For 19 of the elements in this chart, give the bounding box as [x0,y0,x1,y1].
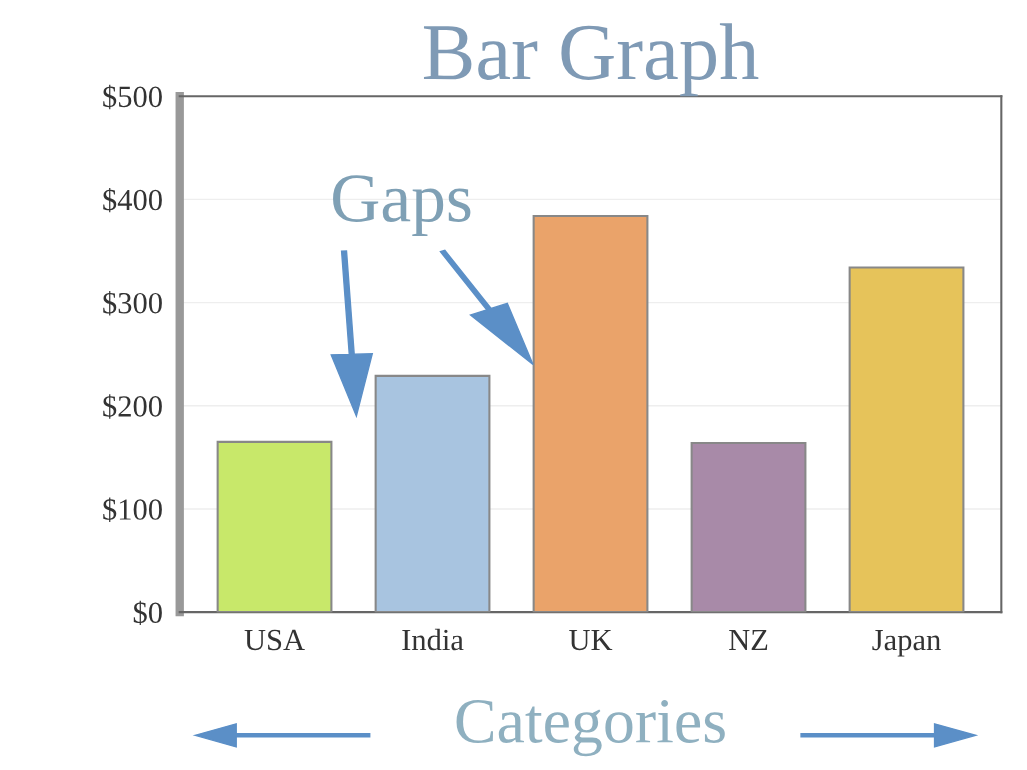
bar [690,441,807,613]
x-tick-label: USA [244,629,305,651]
chart-title: Bar Graph [423,23,759,97]
x-tick-label: India [402,628,464,651]
bar [374,374,491,613]
annotation: Gaps [333,175,471,237]
bar [532,214,649,613]
y-tick-label: $400 [103,187,162,213]
y-tick-label: $0 [133,600,162,626]
x-tick-label: NZ [729,630,768,651]
y-tick-label: $300 [103,291,162,316]
y-tick-label: $100 [103,497,162,522]
x-axis-title: Categories [456,700,725,757]
x-tick-label: UK [569,630,613,651]
x-tick-label: Japan [872,630,941,657]
y-tick-label: $500 [103,84,162,110]
bar [216,440,333,613]
y-tick-label: $200 [103,394,162,419]
bar [848,266,965,613]
